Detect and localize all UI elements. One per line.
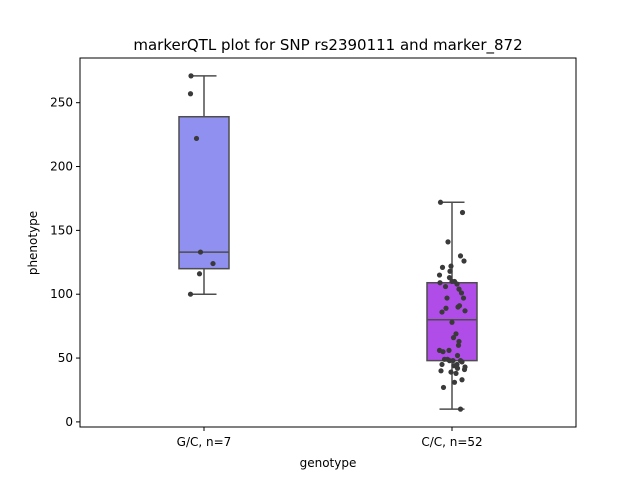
data-point — [437, 280, 443, 286]
axes: 0 50 100 150 200 250 G/C, n=7 C/C, n=52 — [50, 96, 483, 449]
data-point — [443, 305, 449, 311]
y-tick-label: 150 — [50, 223, 73, 237]
y-tick-label: 200 — [50, 160, 73, 174]
data-point — [438, 368, 444, 374]
plot-area — [178, 73, 478, 412]
data-point — [451, 379, 458, 385]
data-point — [453, 331, 459, 337]
data-point — [440, 349, 446, 355]
box-gc — [178, 115, 230, 270]
data-point — [197, 249, 204, 255]
data-point — [446, 275, 453, 281]
data-point — [439, 264, 446, 270]
data-point — [454, 352, 461, 359]
data-point — [188, 73, 194, 79]
data-point — [461, 258, 467, 264]
data-point — [442, 283, 449, 290]
x-axis-label: genotype — [300, 456, 357, 470]
data-point — [453, 370, 459, 376]
data-point — [457, 406, 464, 412]
data-point — [462, 308, 468, 314]
plot-frame — [79, 57, 577, 428]
data-point — [456, 286, 462, 292]
data-point — [457, 253, 464, 259]
y-axis-label: phenotype — [26, 211, 40, 275]
data-point — [439, 309, 445, 315]
data-point — [437, 199, 444, 205]
data-point — [446, 347, 452, 353]
data-point — [445, 239, 451, 245]
data-point — [450, 358, 456, 364]
data-point — [449, 319, 455, 325]
data-point — [440, 384, 447, 391]
chart-title: markerQTL plot for SNP rs2390111 and mar… — [133, 36, 522, 55]
data-point — [196, 271, 203, 277]
data-point — [187, 91, 194, 97]
x-tick-label: C/C, n=52 — [421, 435, 482, 449]
y-tick-label: 50 — [58, 351, 73, 365]
data-point — [460, 295, 467, 301]
y-tick-label: 100 — [50, 287, 73, 301]
x-tick-label: G/C, n=7 — [177, 435, 232, 449]
data-point — [454, 281, 460, 287]
y-tick-label: 0 — [65, 415, 73, 429]
data-point — [187, 291, 194, 297]
data-point — [455, 342, 462, 348]
data-point — [448, 263, 454, 269]
data-point — [459, 359, 465, 365]
data-point — [459, 209, 466, 216]
data-point — [447, 268, 453, 274]
data-point — [448, 369, 454, 375]
data-point — [193, 135, 200, 142]
data-point — [444, 295, 450, 301]
data-point — [436, 272, 443, 278]
data-point — [210, 260, 216, 267]
data-point — [455, 304, 461, 310]
data-point — [461, 366, 468, 373]
data-point — [458, 290, 465, 296]
data-point — [450, 335, 457, 341]
y-tick-label: 250 — [50, 96, 73, 110]
data-point — [439, 361, 445, 368]
data-point — [454, 365, 461, 371]
data-point — [459, 377, 465, 383]
data-point — [456, 338, 462, 345]
